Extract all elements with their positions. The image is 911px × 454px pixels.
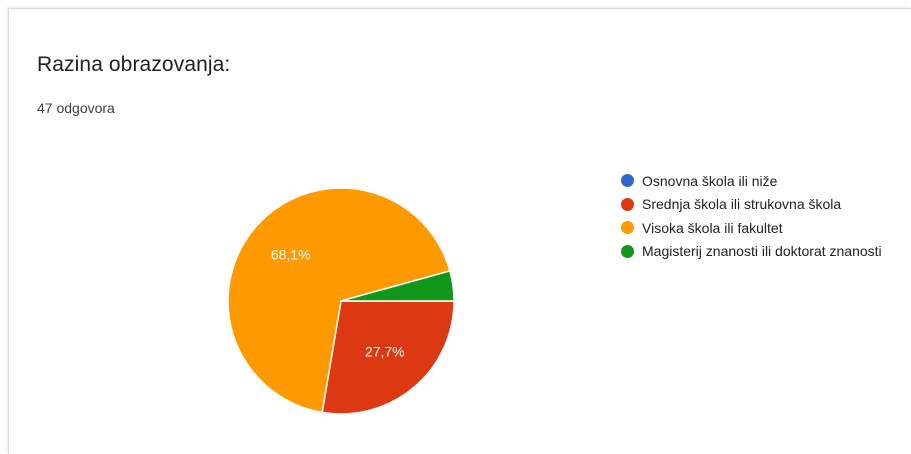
legend-label-srednja: Srednja škola ili strukovna škola <box>642 196 842 213</box>
legend-label-osnovna: Osnovna škola ili niže <box>642 172 778 189</box>
pie-label-srednja: 27,7% <box>365 344 405 360</box>
pie-slice-visoka[interactable] <box>227 187 451 414</box>
chart-card: Razina obrazovanja: 47 odgovora 27,7% 68,… <box>8 8 911 454</box>
pie-slices <box>227 187 455 415</box>
legend-marker-srednja <box>621 197 634 211</box>
legend-marker-visoka <box>621 221 634 235</box>
pie-labels: 27,7% 68,1% <box>271 246 405 359</box>
pie-slice-magisterij[interactable] <box>340 269 455 302</box>
legend-label-visoka: Visoka škola ili fakultet <box>642 219 783 236</box>
response-count: 47 odgovora <box>37 100 115 116</box>
legend-item-srednja[interactable]: Srednja škola ili strukovna škola <box>621 193 882 217</box>
legend-label-magisterij: Magisterij znanosti ili doktorat znanost… <box>642 243 882 260</box>
legend-marker-osnovna <box>621 174 634 188</box>
legend-marker-magisterij <box>621 244 634 258</box>
legend-item-visoka[interactable]: Visoka škola ili fakultet <box>621 216 882 240</box>
pie-label-visoka: 68,1% <box>271 246 311 262</box>
question-title: Razina obrazovanja: <box>37 53 231 76</box>
pie-chart: 27,7% 68,1% <box>227 187 455 415</box>
legend-item-magisterij[interactable]: Magisterij znanosti ili doktorat znanost… <box>621 240 882 264</box>
chart-legend: Osnovna škola ili niže Srednja škola ili… <box>621 169 882 263</box>
legend-item-osnovna[interactable]: Osnovna škola ili niže <box>621 169 882 193</box>
pie-slice-srednja[interactable] <box>321 300 455 415</box>
